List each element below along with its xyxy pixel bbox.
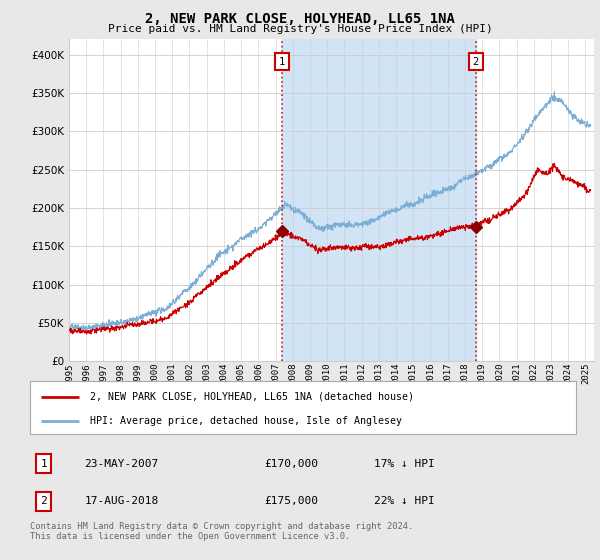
Text: 1: 1 (279, 57, 286, 67)
Text: 2: 2 (40, 496, 47, 506)
Text: 2, NEW PARK CLOSE, HOLYHEAD, LL65 1NA: 2, NEW PARK CLOSE, HOLYHEAD, LL65 1NA (145, 12, 455, 26)
Text: 2, NEW PARK CLOSE, HOLYHEAD, LL65 1NA (detached house): 2, NEW PARK CLOSE, HOLYHEAD, LL65 1NA (d… (90, 392, 414, 402)
Text: £175,000: £175,000 (265, 496, 319, 506)
Text: HPI: Average price, detached house, Isle of Anglesey: HPI: Average price, detached house, Isle… (90, 416, 402, 426)
Text: 17% ↓ HPI: 17% ↓ HPI (374, 459, 435, 469)
Text: £170,000: £170,000 (265, 459, 319, 469)
Text: Contains HM Land Registry data © Crown copyright and database right 2024.
This d: Contains HM Land Registry data © Crown c… (30, 522, 413, 542)
Text: Price paid vs. HM Land Registry's House Price Index (HPI): Price paid vs. HM Land Registry's House … (107, 24, 493, 34)
Text: 22% ↓ HPI: 22% ↓ HPI (374, 496, 435, 506)
Text: 2: 2 (473, 57, 479, 67)
Text: 17-AUG-2018: 17-AUG-2018 (85, 496, 159, 506)
Text: 23-MAY-2007: 23-MAY-2007 (85, 459, 159, 469)
Bar (282, 39, 476, 361)
Text: 1: 1 (40, 459, 47, 469)
